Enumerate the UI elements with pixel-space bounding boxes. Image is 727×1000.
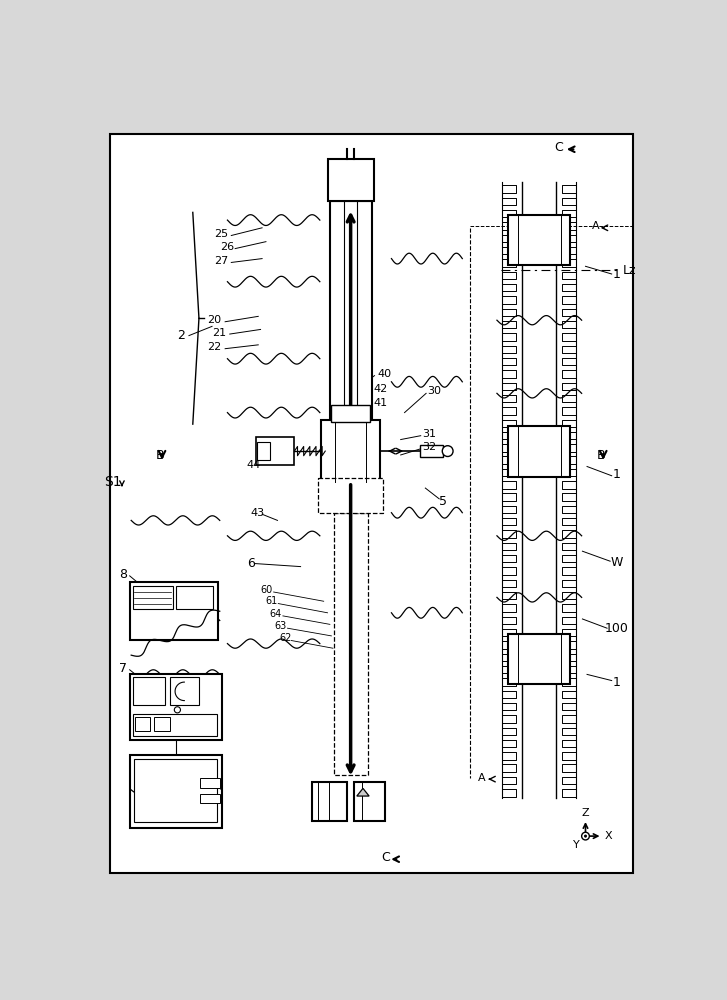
Text: 1: 1 [612,267,620,280]
Bar [420,445,443,457]
Text: B: B [156,449,164,462]
Bar [318,478,383,513]
Text: 100: 100 [604,622,628,635]
Text: 63: 63 [274,621,286,631]
Text: A: A [592,221,599,231]
Bar [134,759,217,822]
Text: 6: 6 [246,557,254,570]
Text: Y: Y [573,840,579,850]
Circle shape [174,707,180,713]
Bar [508,215,570,265]
Text: 1: 1 [612,468,620,481]
Bar [201,794,220,803]
Bar [330,201,372,420]
Polygon shape [357,788,369,796]
Text: 2: 2 [177,329,185,342]
Text: 32: 32 [422,442,436,452]
Text: 30: 30 [427,386,441,396]
Text: 21: 21 [212,328,226,338]
Text: 62: 62 [279,633,292,643]
Bar [334,513,368,774]
Text: 20: 20 [206,315,221,325]
Text: 1: 1 [612,676,620,689]
Text: Lz: Lz [623,264,637,277]
Text: 61: 61 [265,596,278,606]
Bar [256,437,294,465]
Text: 43: 43 [251,508,265,518]
Bar [332,405,370,422]
Bar [133,586,173,609]
Text: 25: 25 [214,229,228,239]
Text: 41: 41 [374,398,388,408]
Bar [508,634,570,684]
Circle shape [442,446,453,456]
Text: 60: 60 [260,585,273,595]
Bar [135,717,150,731]
Bar [355,782,385,821]
Text: 27: 27 [214,256,228,266]
Text: 26: 26 [220,242,234,252]
Text: 31: 31 [422,429,436,439]
Text: A: A [478,773,486,783]
Circle shape [585,835,587,837]
Bar [133,677,165,705]
Circle shape [582,832,590,840]
Text: 40: 40 [377,369,392,379]
Text: 42: 42 [374,384,388,394]
Text: 8: 8 [119,568,127,581]
Text: 64: 64 [270,609,282,619]
Text: 7: 7 [119,662,127,675]
Bar [508,426,570,477]
Bar [169,677,199,705]
Text: X: X [605,831,612,841]
Bar [129,582,218,640]
Text: W: W [610,556,622,569]
Text: 5: 5 [439,495,447,508]
Bar [154,717,169,731]
Text: Z: Z [582,808,590,818]
Bar [328,158,374,201]
Text: S1: S1 [105,475,122,489]
Bar [133,714,217,736]
Bar [312,782,347,821]
Text: B: B [597,449,605,462]
Bar [176,586,213,609]
Text: 44: 44 [246,460,261,470]
Bar [321,420,380,482]
Bar [129,674,222,740]
Bar [201,778,220,788]
Text: C: C [554,141,563,154]
Bar [129,755,222,828]
Text: C: C [381,851,390,864]
Text: 22: 22 [206,342,221,352]
Bar [257,442,270,460]
